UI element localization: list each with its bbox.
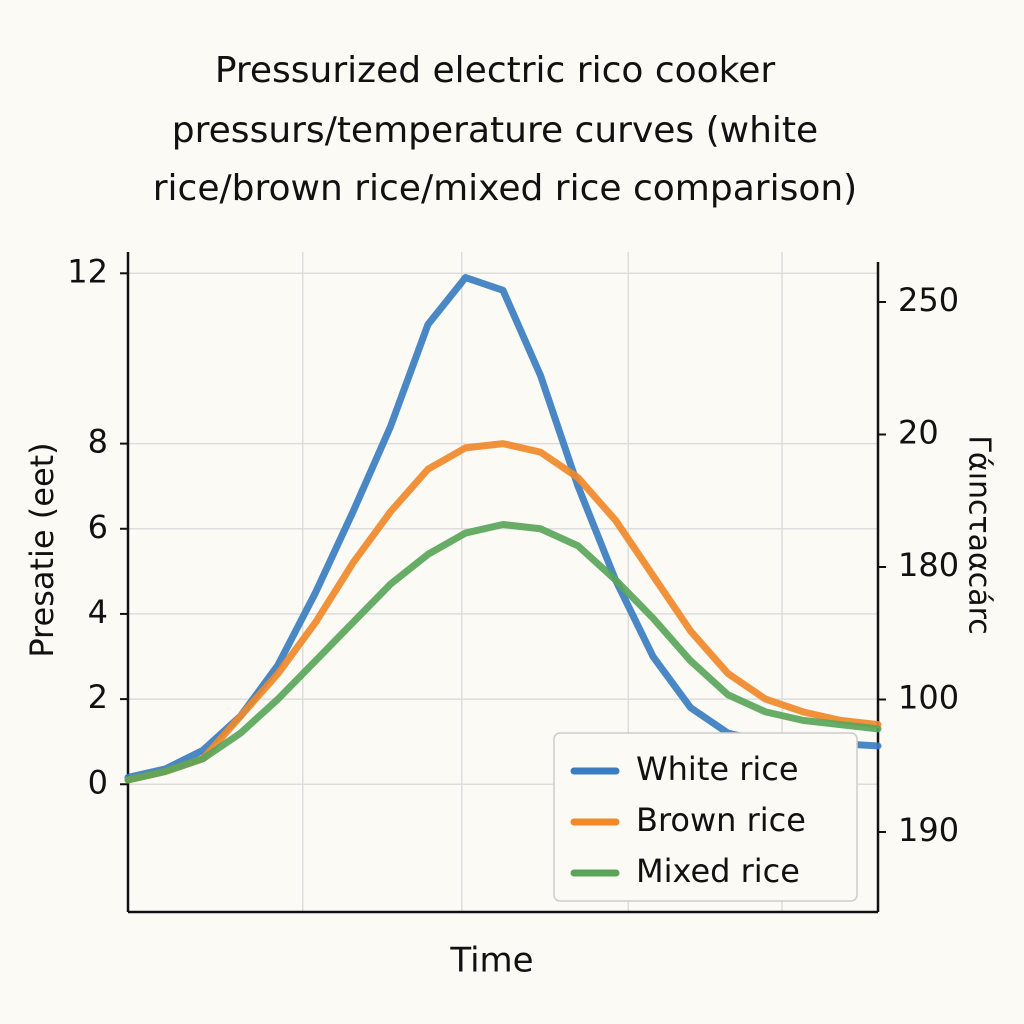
y-axis-label: Presatie (eet) <box>23 442 61 657</box>
y2-tick-label: 180 <box>898 546 959 584</box>
chart-title: Pressurized electric rico cooker <box>215 50 776 91</box>
x-axis-label: Time <box>449 941 533 981</box>
legend-label: Mixed rice <box>636 852 800 890</box>
series-line <box>124 521 882 784</box>
y-tick-label: 4 <box>88 593 108 631</box>
chart-title: rice/brown rice/mixed rice comparison) <box>153 168 857 209</box>
series-line <box>124 440 882 784</box>
y-tick-label: 6 <box>88 508 108 546</box>
y2-tick-label: 100 <box>898 679 959 717</box>
y-tick-label: 2 <box>88 678 108 716</box>
legend-label: White rice <box>636 750 799 788</box>
y2-tick-label: 250 <box>898 281 959 319</box>
y2-tick-label: 20 <box>898 414 939 452</box>
y2-tick-label: 190 <box>898 811 959 849</box>
y-tick-label: 8 <box>88 423 108 461</box>
y-tick-label: 0 <box>88 763 108 801</box>
legend-label: Brown rice <box>636 801 806 839</box>
legend-box <box>553 732 858 902</box>
y-tick-label: 12 <box>67 252 108 290</box>
y2-axis-label: Γάıncτaαcárc <box>962 435 997 635</box>
chart-title: pressurs/temperature curves (white <box>172 110 818 151</box>
